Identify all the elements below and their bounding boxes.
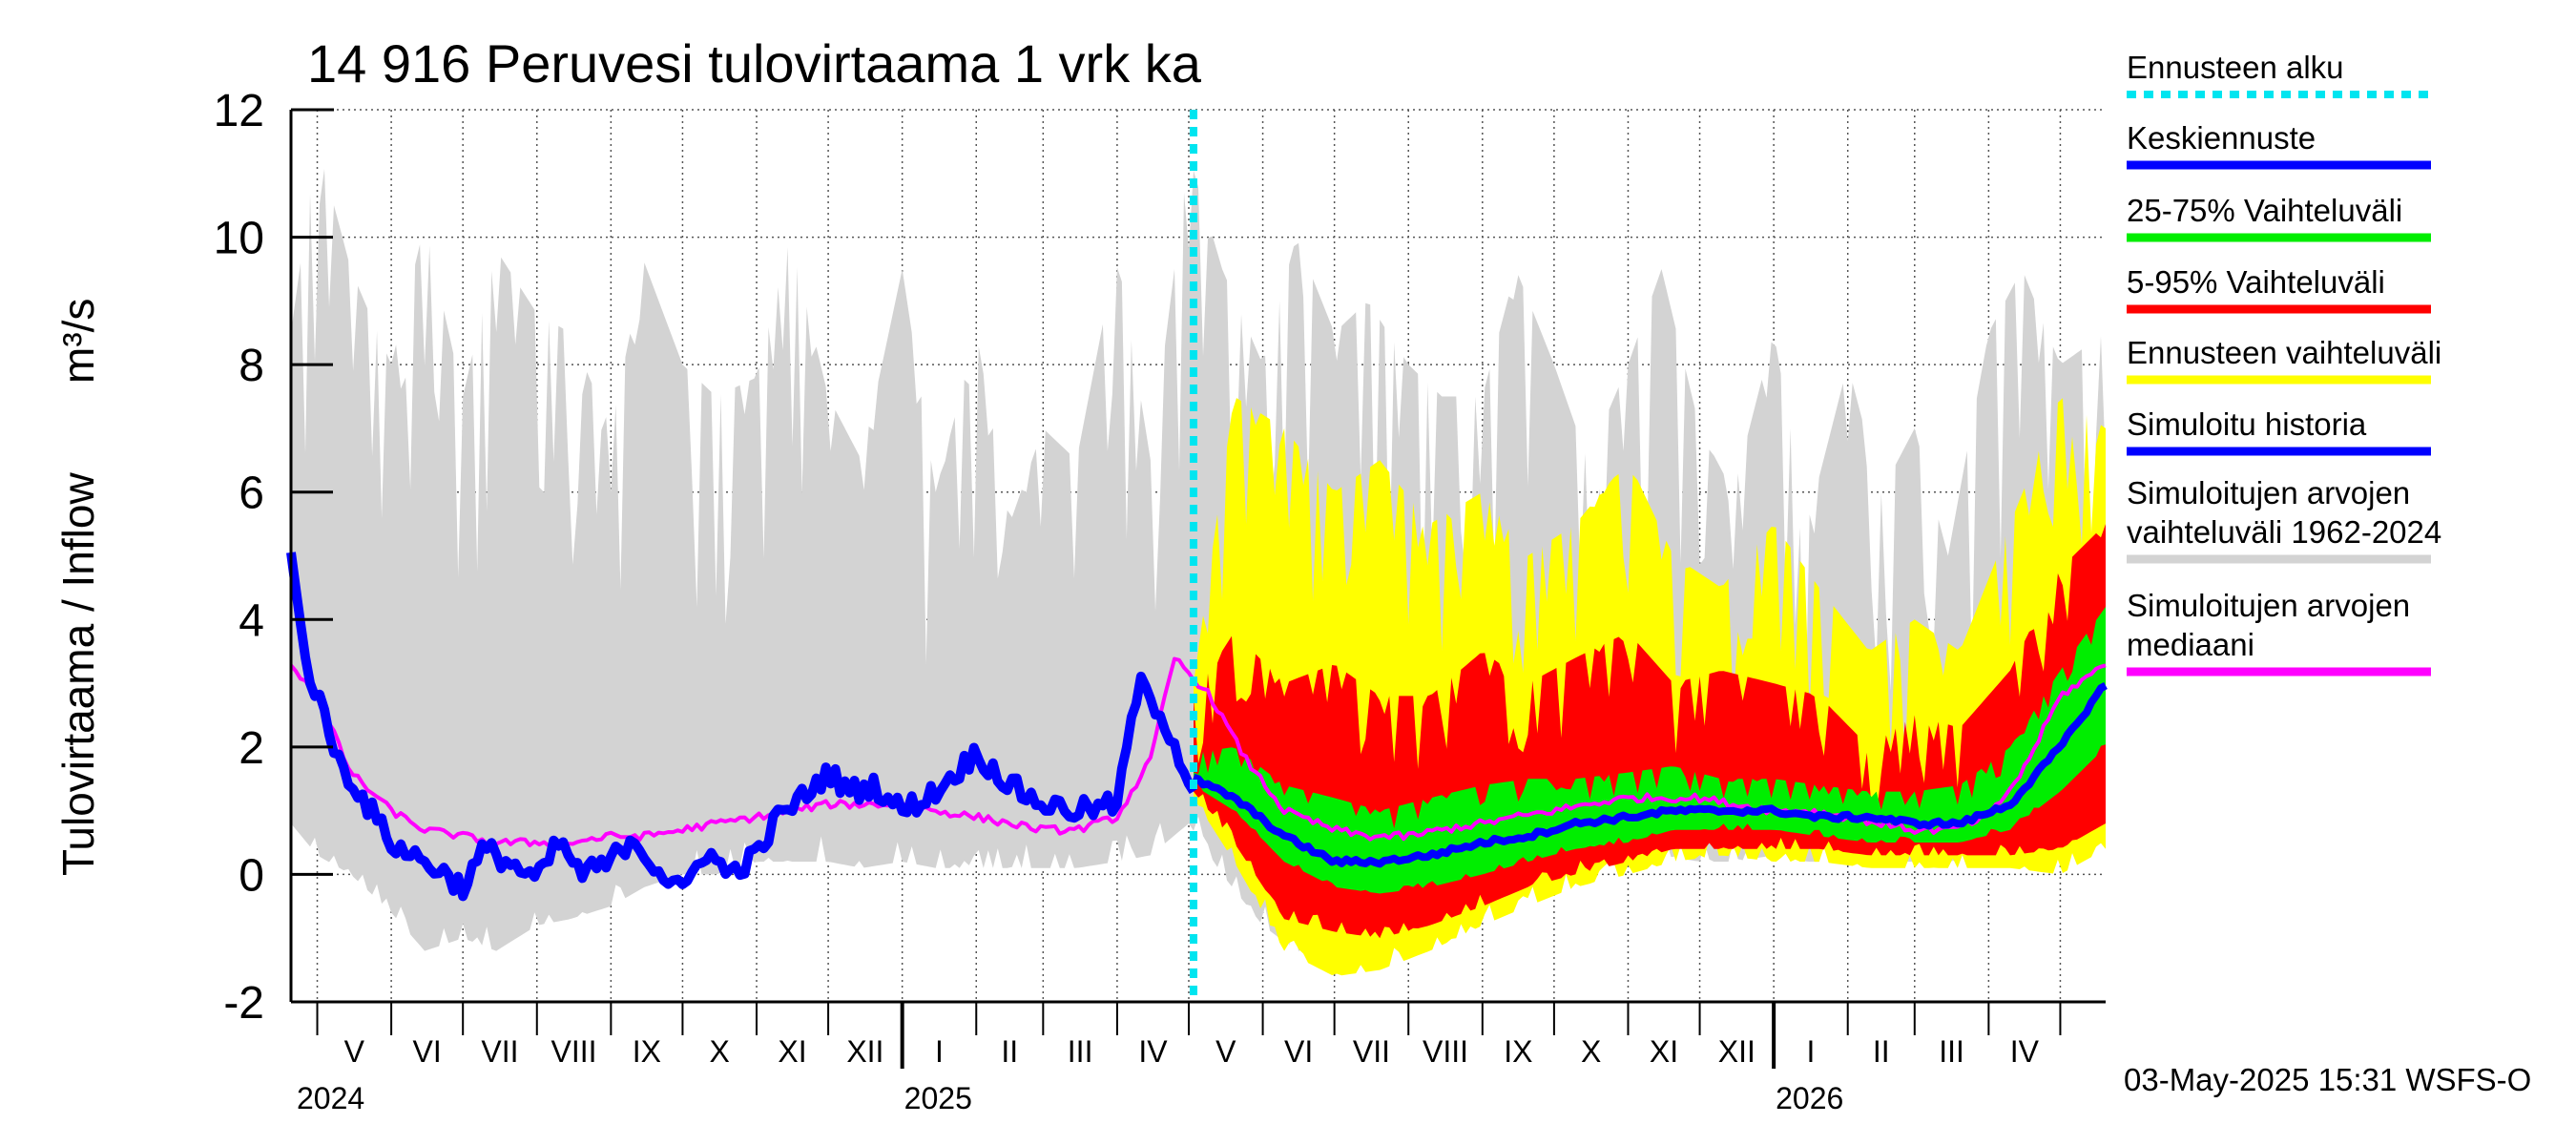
y-axis-title: Tulovirtaama / Inflow m³/s [53,299,103,876]
legend-label: Simuloitujen arvojen [2127,475,2410,510]
month-label: VII [481,1034,518,1069]
legend-label: mediaani [2127,627,2254,662]
month-label: II [1873,1034,1890,1069]
month-label: VII [1353,1034,1390,1069]
year-label: 2025 [904,1081,972,1115]
month-label: IX [633,1034,661,1069]
legend: Ennusteen alku Keskiennuste 25-75% Vaihtel… [2127,50,2441,677]
month-label: XII [846,1034,883,1069]
chart-title: 14 916 Peruvesi tulovirtaama 1 vrk ka [307,33,1202,94]
legend-label: 5-95% Vaihteluväli [2127,264,2385,300]
legend-label: Keskiennuste [2127,120,2316,156]
month-label: X [710,1034,730,1069]
month-label: III [1068,1034,1093,1069]
month-label: I [1806,1034,1815,1069]
legend-label: Ennusteen vaihteluväli [2127,335,2441,370]
y-axis-label: Tulovirtaama / Inflow [53,472,103,876]
y-tick-label: 4 [239,595,264,646]
month-label: II [1001,1034,1018,1069]
y-tick-label: 8 [239,341,264,391]
month-label: XI [1650,1034,1678,1069]
y-tick-label: 12 [214,86,264,136]
y-axis-unit: m³/s [53,299,103,384]
series-lines [286,552,2108,902]
legend-label: Ennusteen alku [2127,50,2344,85]
y-tick-label: 0 [239,850,264,901]
y-tick-label: 2 [239,723,264,774]
y-tick-label: -2 [223,978,264,1029]
legend-label: Simuloitujen arvojen [2127,588,2410,623]
simulated-history-line [286,552,1198,902]
month-label: IV [2010,1034,2040,1069]
month-label: I [935,1034,944,1069]
median-forecast-line [1192,681,2108,868]
y-tick-label: 10 [214,214,264,264]
month-label: IV [1138,1034,1168,1069]
legend-label: Simuloitu historia [2127,406,2367,442]
month-label: V [1215,1034,1236,1069]
timestamp-footer: 03-May-2025 15:31 WSFS-O [2124,1062,2531,1097]
y-tick-label: 6 [239,468,264,519]
month-label: V [344,1034,365,1069]
month-label: VI [1284,1034,1313,1069]
month-label: XII [1718,1034,1755,1069]
month-label: X [1581,1034,1601,1069]
year-label: 2024 [297,1081,364,1115]
month-label: VIII [551,1034,597,1069]
month-label: IX [1504,1034,1532,1069]
month-label: XI [778,1034,806,1069]
year-label: 2026 [1776,1081,1843,1115]
legend-label: vaihteluväli 1962-2024 [2127,514,2441,550]
month-label: VI [413,1034,442,1069]
legend-label: 25-75% Vaihteluväli [2127,193,2402,228]
month-label: VIII [1423,1034,1468,1069]
month-label: III [1939,1034,1964,1069]
